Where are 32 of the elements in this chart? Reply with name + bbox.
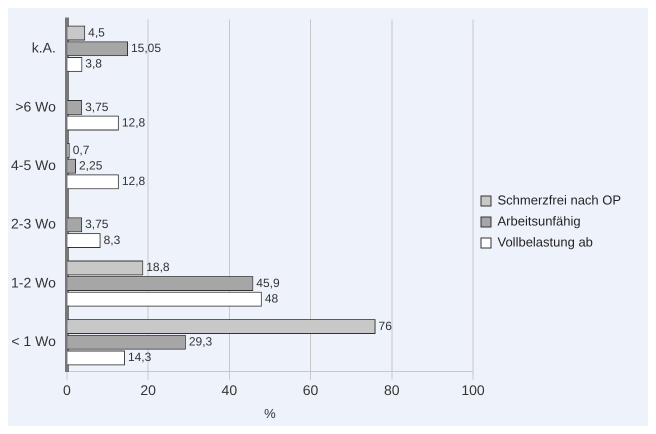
- data-label: 3,75: [85, 100, 109, 114]
- data-label: 15,05: [130, 41, 162, 56]
- data-label: 8,3: [104, 232, 121, 247]
- data-label: 12,8: [122, 115, 146, 130]
- data-label: 45,9: [256, 276, 280, 290]
- data-label: 18,8: [146, 260, 170, 274]
- data-label: 76: [378, 318, 392, 333]
- legend-label: Arbeitsunfähig: [498, 214, 581, 229]
- x-tick-label: 60: [302, 382, 319, 398]
- x-tick-label: 100: [461, 382, 485, 398]
- y-tick-label: >6 Wo: [15, 98, 56, 114]
- data-label: 3,75: [85, 217, 109, 232]
- y-tick-label: < 1 Wo: [11, 333, 56, 350]
- x-tick-label: 20: [140, 382, 156, 398]
- data-label: 0,7: [72, 142, 90, 157]
- y-tick-label: 4-5 Wo: [10, 157, 56, 174]
- data-label: 48: [264, 292, 278, 306]
- x-tick-label: 40: [222, 382, 238, 398]
- data-label: 29,3: [188, 334, 213, 349]
- x-axis-title: %: [264, 406, 276, 421]
- y-tick-label: 1-2 Wo: [10, 274, 56, 290]
- legend-label: Vollbelastung ab: [498, 234, 593, 250]
- legend-label: Schmerzfrei nach OP: [498, 192, 622, 208]
- data-label: 12,8: [122, 174, 146, 188]
- x-tick-label: 0: [62, 382, 71, 398]
- x-tick-label: 80: [384, 382, 400, 398]
- data-label: 3,8: [85, 56, 102, 71]
- y-tick-label: 2-3 Wo: [10, 216, 56, 232]
- data-label: 4,5: [88, 25, 106, 40]
- data-label: 2,25: [79, 158, 103, 172]
- y-tick-label: k.A.: [32, 40, 56, 56]
- data-label: 14,3: [128, 350, 152, 364]
